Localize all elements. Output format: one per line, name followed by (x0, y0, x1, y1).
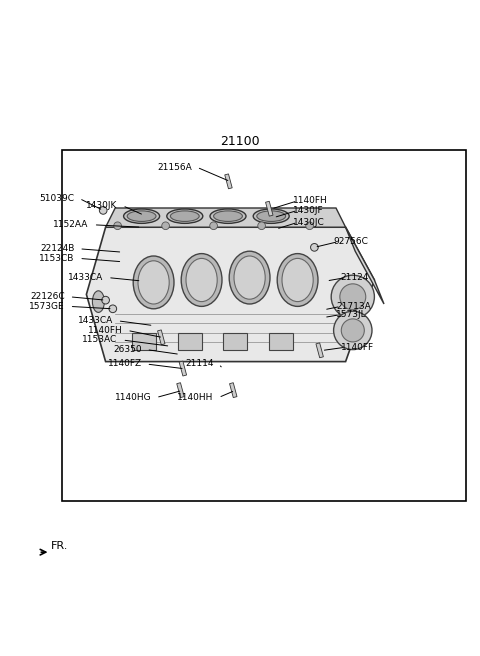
Circle shape (109, 305, 117, 313)
Circle shape (114, 222, 121, 230)
Text: 1153AC: 1153AC (83, 335, 118, 344)
Text: 1153CB: 1153CB (39, 254, 74, 263)
Bar (225, 174, 232, 189)
Polygon shape (106, 208, 346, 227)
Ellipse shape (127, 211, 156, 222)
Text: 22126C: 22126C (30, 293, 65, 301)
Circle shape (341, 319, 364, 342)
Text: 1140FZ: 1140FZ (108, 359, 142, 369)
Text: 1430JF: 1430JF (293, 206, 324, 215)
Bar (178, 333, 202, 350)
Text: 1152AA: 1152AA (53, 220, 89, 230)
Text: 21100: 21100 (220, 135, 260, 148)
Ellipse shape (282, 258, 313, 302)
Text: 21124: 21124 (341, 273, 369, 282)
Ellipse shape (181, 254, 222, 306)
Bar (265, 201, 273, 216)
Text: 1140HH: 1140HH (177, 393, 214, 402)
Text: 21156A: 21156A (157, 163, 192, 172)
Circle shape (306, 222, 313, 230)
Text: 21713A: 21713A (336, 302, 371, 311)
Text: 92756C: 92756C (334, 237, 369, 246)
Circle shape (331, 276, 374, 318)
Ellipse shape (133, 256, 174, 309)
Text: 1140FH: 1140FH (88, 326, 122, 335)
Text: 21114: 21114 (185, 359, 214, 369)
Circle shape (340, 284, 366, 310)
Text: 1433CA: 1433CA (68, 273, 103, 282)
Text: 1140HG: 1140HG (115, 393, 151, 402)
Circle shape (99, 207, 107, 215)
Bar (157, 330, 165, 345)
Text: 1140FH: 1140FH (293, 196, 327, 205)
Text: 51039C: 51039C (39, 194, 74, 203)
Ellipse shape (170, 211, 199, 222)
Ellipse shape (277, 254, 318, 306)
Polygon shape (86, 227, 374, 361)
Ellipse shape (214, 211, 242, 222)
Ellipse shape (234, 256, 265, 299)
Text: FR.: FR. (50, 541, 68, 552)
Ellipse shape (124, 209, 159, 223)
Ellipse shape (257, 211, 286, 222)
Ellipse shape (186, 258, 217, 302)
Circle shape (258, 222, 265, 230)
Bar (316, 343, 324, 358)
Bar (229, 382, 237, 398)
Circle shape (102, 297, 109, 304)
Text: 1573JL: 1573JL (336, 310, 367, 319)
Bar (62, 150, 466, 501)
Bar (179, 361, 187, 376)
Text: 1430JK: 1430JK (86, 201, 118, 210)
Circle shape (334, 311, 372, 350)
Ellipse shape (92, 291, 104, 312)
Ellipse shape (138, 261, 169, 304)
Text: 1573GE: 1573GE (29, 302, 65, 311)
Text: 1140FF: 1140FF (341, 342, 374, 352)
Text: 26350: 26350 (113, 345, 142, 354)
Text: 1433CA: 1433CA (78, 316, 113, 325)
Text: 22124B: 22124B (40, 244, 74, 253)
Polygon shape (346, 227, 384, 304)
Bar (132, 333, 156, 350)
Circle shape (311, 243, 318, 251)
Ellipse shape (253, 209, 289, 223)
Ellipse shape (210, 209, 246, 223)
Circle shape (162, 222, 169, 230)
Ellipse shape (229, 251, 270, 304)
Ellipse shape (167, 209, 203, 223)
Bar (269, 333, 293, 350)
Text: 1430JC: 1430JC (293, 218, 324, 227)
Circle shape (210, 222, 217, 230)
Bar (223, 333, 247, 350)
Bar (177, 382, 184, 398)
